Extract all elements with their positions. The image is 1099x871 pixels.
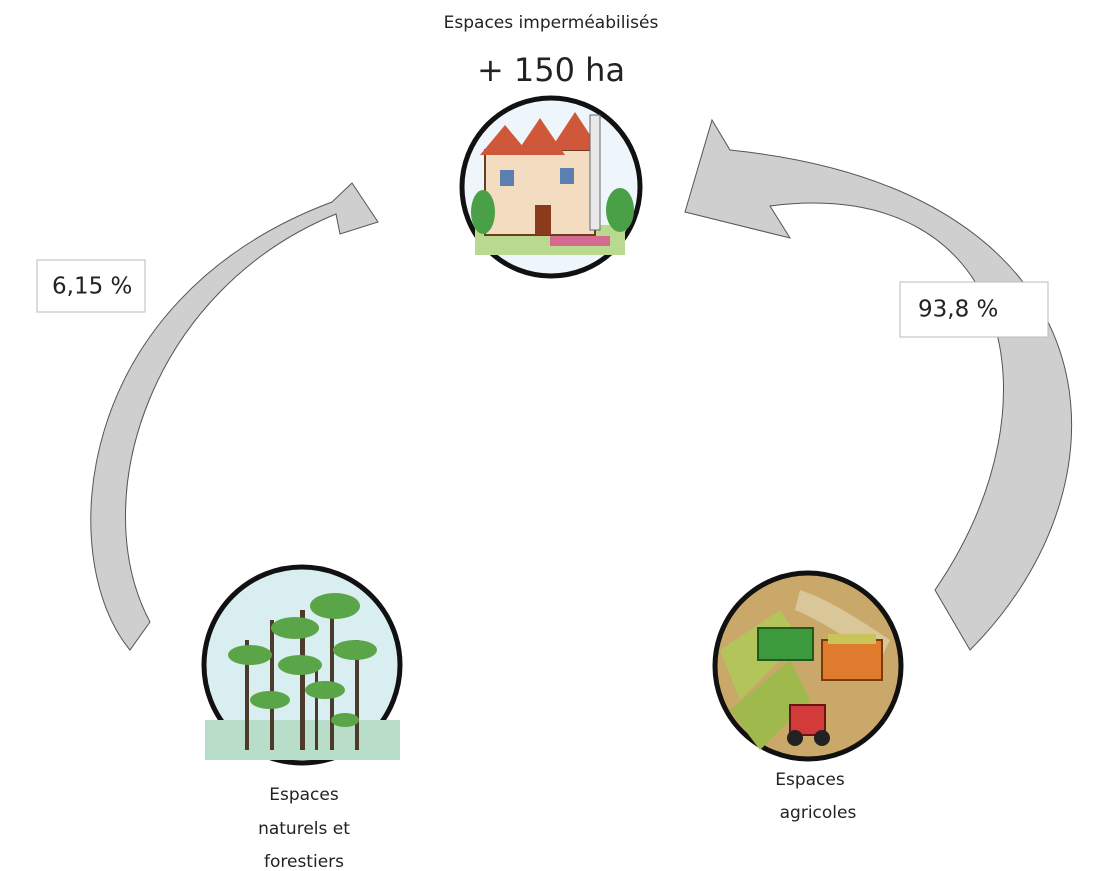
house-icon bbox=[459, 95, 643, 279]
arrow-left bbox=[90, 182, 379, 651]
node-label: Espaces bbox=[269, 785, 339, 805]
node-value: + 150 ha bbox=[477, 51, 625, 89]
node-label: agricoles bbox=[780, 803, 857, 823]
edge-label: 93,8 % bbox=[918, 297, 998, 323]
node-label: forestiers bbox=[264, 852, 344, 871]
node-label: Espaces imperméabilisés bbox=[444, 13, 659, 33]
edge-label: 6,15 % bbox=[52, 274, 132, 300]
arrow-right bbox=[684, 118, 1073, 651]
edge-box bbox=[899, 281, 1049, 338]
farm-icon bbox=[712, 570, 904, 762]
node-label: Espaces bbox=[775, 770, 845, 790]
node-label: naturels et bbox=[258, 819, 350, 839]
edge-box bbox=[36, 259, 146, 313]
forest-icon bbox=[201, 564, 403, 766]
